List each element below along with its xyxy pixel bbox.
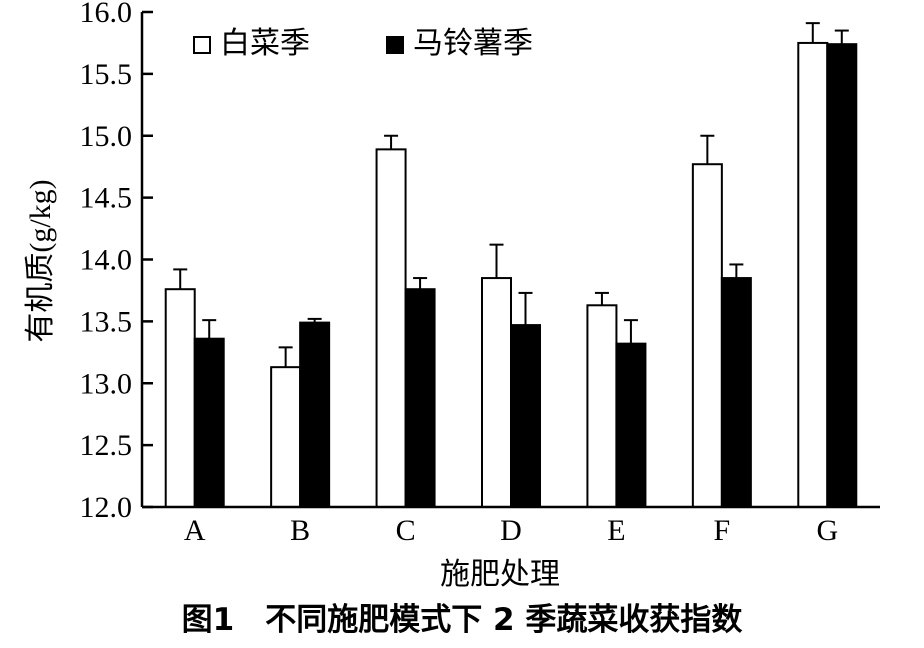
x-category-label: C xyxy=(396,514,416,547)
x-axis-label: 施肥处理 xyxy=(440,558,560,591)
bar-D-series-1 xyxy=(481,277,512,508)
legend-label-series-2: 马铃薯季 xyxy=(413,27,533,60)
y-axis-label: 有机质(g/kg) xyxy=(24,179,57,342)
bar-D-series-2 xyxy=(510,324,541,508)
y-tick-label: 16.0 xyxy=(80,0,133,29)
bar-E-series-1 xyxy=(586,304,618,508)
bar-B-series-1 xyxy=(270,366,302,508)
y-tick-label: 12.0 xyxy=(80,491,133,524)
x-category-label: A xyxy=(184,514,206,547)
bar-A-series-1 xyxy=(164,288,196,509)
x-category-label: F xyxy=(714,514,731,547)
legend-label-series-1: 白菜季 xyxy=(220,27,310,60)
x-categories-group: A B C D E F G xyxy=(184,514,838,547)
legend-swatch-series-2 xyxy=(386,36,404,54)
legend-swatch-series-1 xyxy=(193,36,211,54)
y-tick-label: 13.5 xyxy=(80,305,133,338)
x-category-label: E xyxy=(607,514,625,547)
bar-A-series-2 xyxy=(193,337,225,509)
error-bars-group xyxy=(173,22,849,368)
y-ticks-group: 12.0 12.5 13.0 13.5 14.0 14.5 15.0 15.5 16.0 xyxy=(80,0,153,524)
bar-C-series-1 xyxy=(375,148,407,509)
bar-B-series-2 xyxy=(299,321,331,508)
figure-caption: 图1 不同施肥模式下 2 季蔬菜收获指数 xyxy=(181,602,743,638)
legend: 白菜季 马铃薯季 xyxy=(193,27,533,60)
x-category-label: G xyxy=(816,514,838,547)
x-category-label: B xyxy=(290,514,310,547)
x-category-label: D xyxy=(500,514,522,547)
bar-C-series-2 xyxy=(404,288,436,509)
y-tick-label: 15.0 xyxy=(80,120,133,153)
bar-E-series-2 xyxy=(615,342,647,508)
y-tick-label: 13.0 xyxy=(80,367,133,400)
bar-chart: 12.0 12.5 13.0 13.5 14.0 14.5 15.0 15.5 16.0 A B C… xyxy=(24,0,880,591)
bar-F-series-1 xyxy=(691,163,723,508)
y-tick-label: 12.5 xyxy=(80,429,133,462)
bar-F-series-2 xyxy=(720,277,752,508)
bar-G-series-2 xyxy=(826,43,858,509)
bars-group xyxy=(164,41,858,509)
y-tick-label: 15.5 xyxy=(80,58,133,91)
y-tick-label: 14.5 xyxy=(80,182,133,215)
bar-G-series-1 xyxy=(797,41,829,508)
y-tick-label: 14.0 xyxy=(80,244,133,277)
